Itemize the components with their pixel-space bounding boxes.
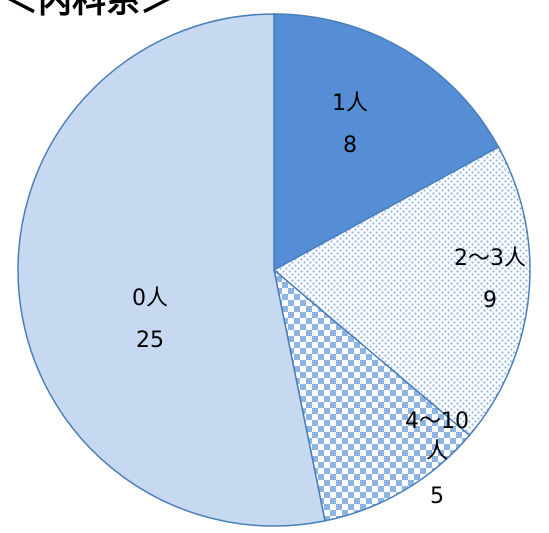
pie-slice-4 [17, 13, 326, 527]
pie-slices [17, 13, 531, 527]
slice-category-label: 4～10 [405, 409, 469, 434]
slice-value-label: 25 [136, 328, 164, 353]
slice-category-label: 人 [426, 439, 448, 464]
slice-value-label: 5 [430, 484, 444, 509]
pie-slice-1 [273, 13, 500, 272]
slice-value-label: 8 [343, 133, 357, 158]
slice-category-label: 0人 [132, 286, 168, 311]
slice-category-label: 1人 [332, 91, 368, 116]
slice-category-label: 2～3人 [454, 246, 526, 271]
pie-labels: 1人 8 2～3人 9 4～10 人 5 0人 25 [132, 91, 526, 509]
pie-slice-2 [272, 145, 531, 437]
slice-value-label: 9 [483, 288, 497, 313]
pie-slice-3 [272, 268, 471, 522]
chart-title: ＜内科系＞ [4, 0, 174, 21]
